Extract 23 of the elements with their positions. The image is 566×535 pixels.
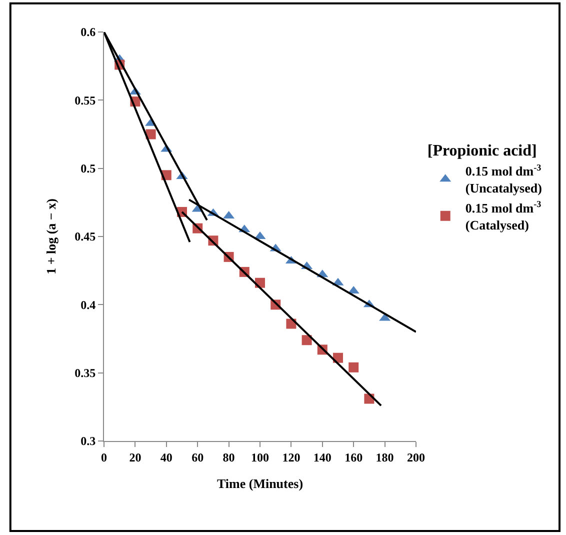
x-tick-label: 120 xyxy=(282,450,300,464)
legend-label: 0.15 mol dm$^{-3}$ (Catalysed) xyxy=(465,199,542,232)
x-tick-label: 200 xyxy=(407,450,425,464)
x-tick-label: 180 xyxy=(376,450,394,464)
x-tick-label: 60 xyxy=(192,450,204,464)
y-tick-label: 0.3 xyxy=(80,434,96,448)
legend-title: [Propionic acid] xyxy=(427,142,537,160)
x-tick-label: 20 xyxy=(129,450,142,464)
x-tick-label: 140 xyxy=(313,450,332,464)
legend-label: 0.15 mol dm$^{-3}$ (Uncatalysed) xyxy=(465,162,542,196)
x-tick-label: 160 xyxy=(344,450,363,464)
y-tick-label: 0.4 xyxy=(80,298,96,312)
x-tick-label: 0 xyxy=(101,450,107,464)
x-tick-label: 80 xyxy=(222,450,235,464)
x-tick-label: 100 xyxy=(251,450,269,464)
x-tick-label: 40 xyxy=(160,450,172,464)
y-tick-label: 0.5 xyxy=(80,162,96,176)
x-axis-title: Time (Minutes) xyxy=(216,476,304,491)
y-tick-label: 0.45 xyxy=(74,230,96,244)
y-tick-label: 0.35 xyxy=(74,366,96,380)
y-tick-label: 0.6 xyxy=(80,25,96,40)
y-tick-label: 0.55 xyxy=(74,93,96,108)
y-axis-title: 1 + log (a − x) xyxy=(44,198,59,274)
